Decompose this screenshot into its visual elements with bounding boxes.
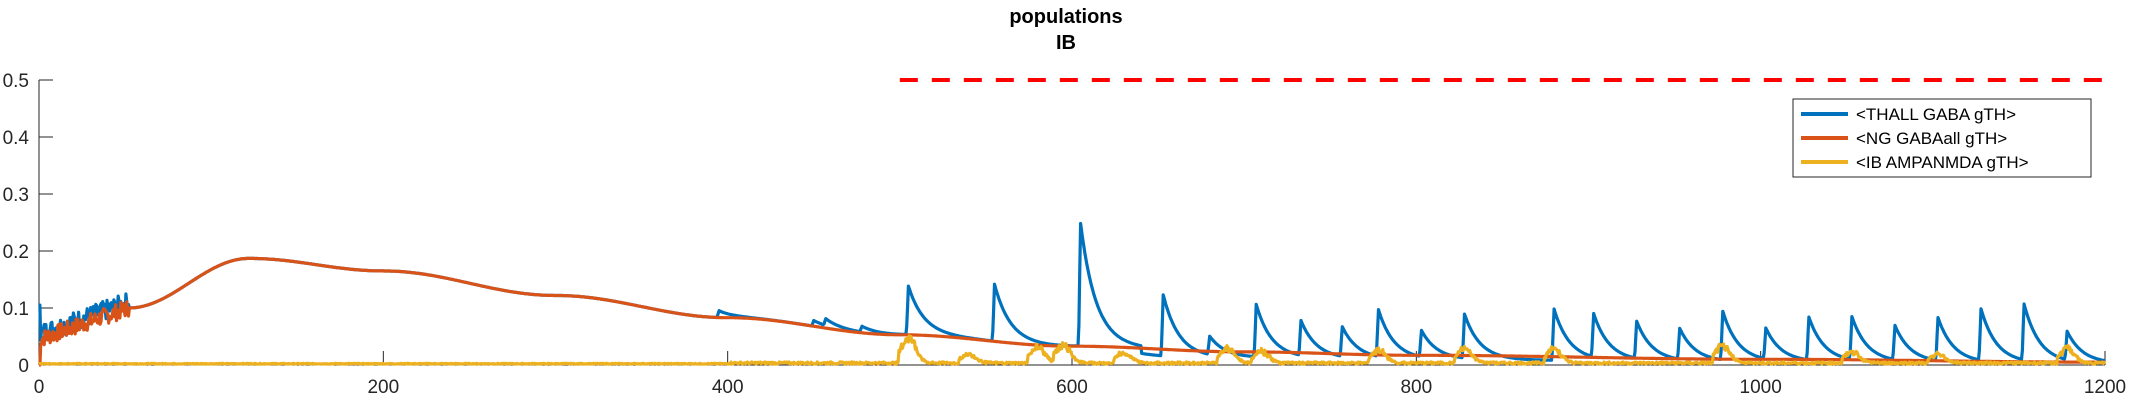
x-tick-label: 1200: [2084, 377, 2126, 398]
y-tick-label: 0: [18, 356, 29, 377]
x-tick-label: 800: [1400, 377, 1432, 398]
plot-axes: 0 200 400 600 800 1000 1200 0 0.1 0.2 0.3 0.4 0.5: [3, 71, 2127, 398]
x-tick-label: 1000: [1740, 377, 1782, 398]
legend: <THALL GABA gTH> <NG GABAall gTH> <IB AMPA…: [1792, 98, 2092, 178]
series-line-ib-ampanmda: [38, 334, 2107, 366]
series-line-ng-gabaall: [38, 256, 2106, 367]
chart-title-line: IB: [1056, 32, 1076, 54]
y-tick-label: 0.4: [3, 128, 30, 149]
y-tick-label: 0.1: [3, 299, 29, 320]
y-tick-label: 0.3: [3, 185, 29, 206]
legend-entry-label: <THALL GABA gTH>: [1856, 105, 2016, 124]
x-tick-label: 600: [1056, 377, 1088, 398]
chart-title-line: populations: [1009, 6, 1122, 28]
chart-title: populations IB: [1009, 6, 1122, 54]
y-tick-label: 0.2: [3, 242, 29, 263]
legend-entry-label: <IB AMPANMDA gTH>: [1856, 153, 2029, 172]
y-tick-label: 0.5: [3, 71, 29, 92]
x-tick-label: 400: [712, 377, 744, 398]
x-tick-label: 0: [34, 377, 45, 398]
x-tick-label: 200: [367, 377, 399, 398]
series-line-thall-gaba: [38, 221, 2106, 363]
series-lines: [38, 221, 2107, 367]
legend-entry-label: <NG GABAall gTH>: [1856, 129, 2007, 148]
